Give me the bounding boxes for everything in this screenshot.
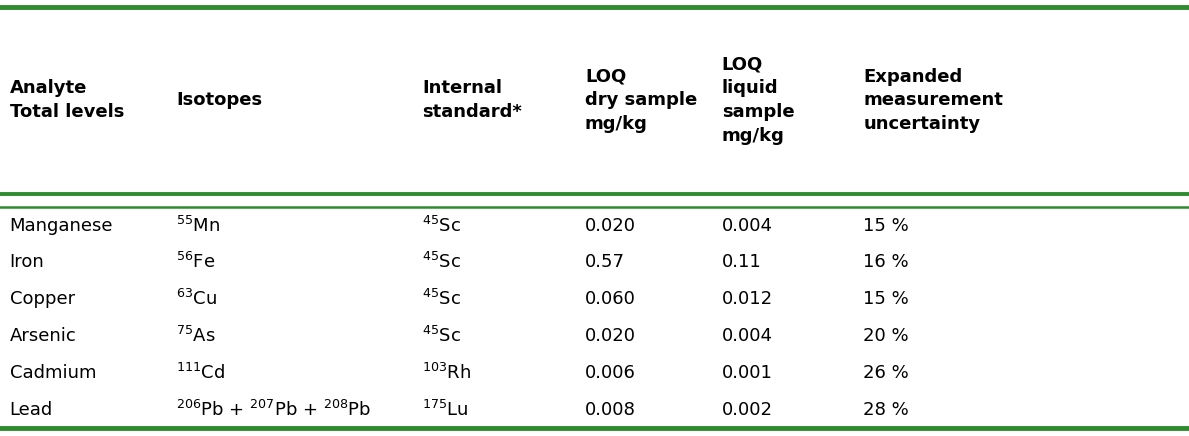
Text: 0.57: 0.57 [585, 253, 625, 271]
Text: $^{103}$Rh: $^{103}$Rh [422, 363, 471, 383]
Text: $^{75}$As: $^{75}$As [176, 326, 215, 346]
Text: LOQ
liquid
sample
mg/kg: LOQ liquid sample mg/kg [722, 56, 794, 145]
Text: LOQ
dry sample
mg/kg: LOQ dry sample mg/kg [585, 68, 697, 133]
Text: 0.006: 0.006 [585, 364, 636, 382]
Text: Iron: Iron [10, 253, 44, 271]
Text: Isotopes: Isotopes [176, 91, 262, 109]
Text: $^{175}$Lu: $^{175}$Lu [422, 400, 468, 420]
Text: $^{55}$Mn: $^{55}$Mn [176, 215, 220, 235]
Text: Manganese: Manganese [10, 217, 113, 235]
Text: Analyte
Total levels: Analyte Total levels [10, 79, 124, 121]
Text: 0.004: 0.004 [722, 327, 773, 345]
Text: 0.020: 0.020 [585, 217, 636, 235]
Text: Arsenic: Arsenic [10, 327, 76, 345]
Text: $^{63}$Cu: $^{63}$Cu [176, 289, 218, 309]
Text: 0.020: 0.020 [585, 327, 636, 345]
Text: 28 %: 28 % [863, 401, 908, 419]
Text: $^{45}$Sc: $^{45}$Sc [422, 289, 461, 309]
Text: 20 %: 20 % [863, 327, 908, 345]
Text: 0.001: 0.001 [722, 364, 773, 382]
Text: $^{45}$Sc: $^{45}$Sc [422, 326, 461, 346]
Text: $^{56}$Fe: $^{56}$Fe [176, 252, 215, 272]
Text: 26 %: 26 % [863, 364, 908, 382]
Text: 16 %: 16 % [863, 253, 908, 271]
Text: 0.11: 0.11 [722, 253, 761, 271]
Text: $^{111}$Cd: $^{111}$Cd [176, 363, 225, 383]
Text: Copper: Copper [10, 290, 75, 308]
Text: $^{45}$Sc: $^{45}$Sc [422, 215, 461, 235]
Text: 0.012: 0.012 [722, 290, 773, 308]
Text: 0.008: 0.008 [585, 401, 636, 419]
Text: 0.004: 0.004 [722, 217, 773, 235]
Text: $^{206}$Pb + $^{207}$Pb + $^{208}$Pb: $^{206}$Pb + $^{207}$Pb + $^{208}$Pb [176, 400, 371, 420]
Text: Internal
standard*: Internal standard* [422, 79, 522, 121]
Text: 0.060: 0.060 [585, 290, 636, 308]
Text: 15 %: 15 % [863, 217, 908, 235]
Text: $^{45}$Sc: $^{45}$Sc [422, 252, 461, 272]
Text: Expanded
measurement
uncertainty: Expanded measurement uncertainty [863, 68, 1004, 133]
Text: Cadmium: Cadmium [10, 364, 96, 382]
Text: 0.002: 0.002 [722, 401, 773, 419]
Text: Lead: Lead [10, 401, 52, 419]
Text: 15 %: 15 % [863, 290, 908, 308]
